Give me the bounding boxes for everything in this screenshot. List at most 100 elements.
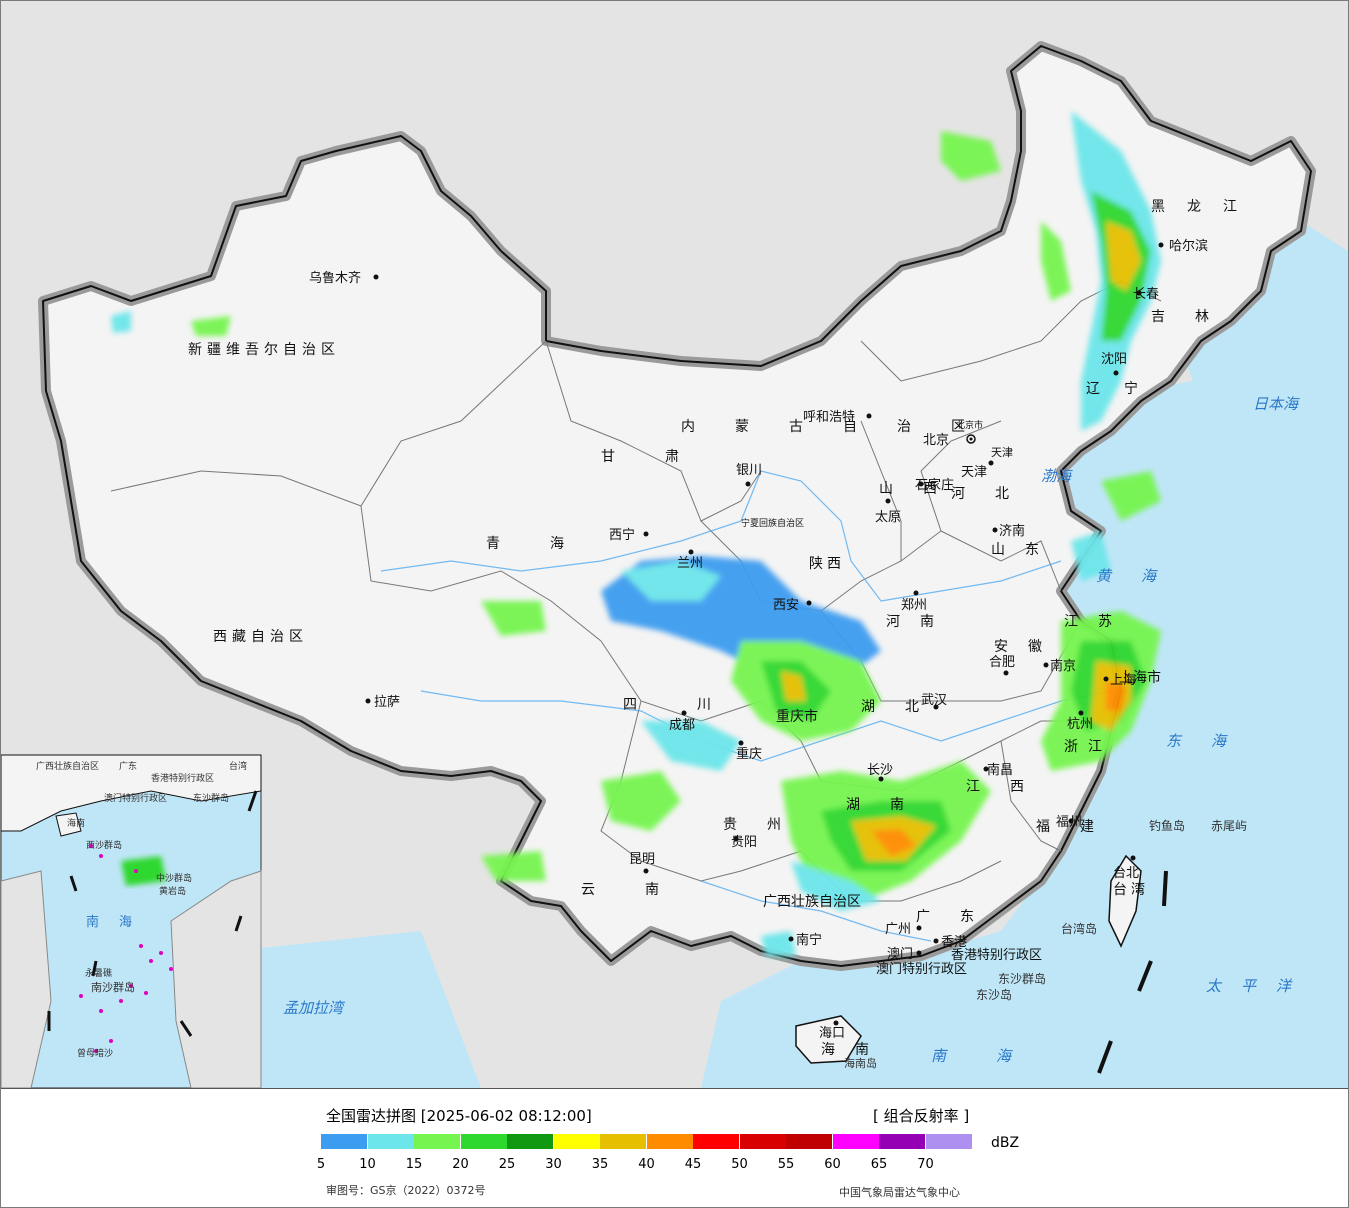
city-label: 天津: [961, 465, 987, 480]
inset-label: 东沙群岛: [193, 792, 229, 804]
scale-tick-label: 70: [917, 1157, 934, 1172]
inset-label: 中沙群岛: [156, 872, 192, 884]
color-swatch: [739, 1134, 786, 1149]
inset-label: 广西壮族自治区: [36, 760, 99, 772]
city-label: 成都: [669, 718, 695, 733]
inset-label: 南沙群岛: [91, 980, 135, 994]
city-label: 武汉: [921, 693, 947, 708]
city-label: 福州: [1056, 815, 1082, 830]
source-credit: 中国气象局雷达气象中心: [839, 1186, 960, 1199]
sea-label: 东海: [1166, 732, 1256, 750]
region-label: 宁夏回族自治区: [741, 517, 804, 529]
island-label: 东沙群岛: [998, 971, 1046, 986]
pacific-sea-area: [701, 361, 1348, 1088]
region-label: 江西: [966, 779, 1054, 795]
region-label: 吉林: [1151, 309, 1239, 325]
sea-label: 黄海: [1096, 567, 1186, 585]
island-label: 海南岛: [844, 1056, 877, 1070]
city-label: 长春: [1133, 287, 1159, 302]
color-swatch: [553, 1134, 600, 1149]
scale-tick-label: 50: [731, 1157, 748, 1172]
region-label: 江苏: [1064, 614, 1132, 630]
city-label: 兰州: [677, 556, 703, 571]
scale-tick-label: 45: [684, 1157, 702, 1172]
approval-number: 审图号：GS京（2022）0372号: [326, 1184, 486, 1197]
legend-unit: dBZ: [991, 1135, 1020, 1151]
color-swatch: [600, 1134, 646, 1149]
color-swatch: [693, 1134, 739, 1149]
city-label: 西安: [773, 598, 799, 613]
city-label: 北京: [923, 433, 949, 448]
region-label: 新疆维吾尔自治区: [188, 342, 340, 358]
region-label: 云南: [581, 882, 709, 898]
city-label: 南宁: [796, 932, 822, 948]
region-label: 澳门特别行政区: [876, 961, 967, 977]
scale-tick-label: 15: [405, 1157, 423, 1172]
legend-product: [ 组合反射率 ]: [873, 1107, 970, 1125]
province-boundaries: [110, 280, 1162, 902]
city-label: 澳门: [887, 946, 913, 962]
region-label: 广东: [916, 909, 1004, 925]
city-label: 海口: [819, 1026, 845, 1041]
region-label: 台湾: [1113, 881, 1149, 898]
region-label: 福建: [1036, 819, 1124, 835]
rivers: [380, 470, 1112, 942]
inset-label: 永暑礁: [85, 967, 112, 979]
region-label: 黑龙江: [1151, 199, 1259, 215]
color-swatch: [367, 1134, 414, 1149]
city-label: 广州: [885, 922, 911, 937]
city-label: 昆明: [629, 852, 655, 867]
city-label: 乌鲁木齐: [309, 270, 361, 286]
city-label: 呼和浩特: [803, 410, 855, 425]
region-label: 辽宁: [1086, 380, 1162, 397]
inset-label: 西沙群岛: [86, 839, 122, 851]
map-labels: 新疆维吾尔自治区 西藏自治区 青海 甘肃 内蒙古自治区 黑龙江 吉林 辽宁 河北…: [36, 199, 1311, 1070]
region-label: 甘肃: [601, 449, 729, 465]
scale-tick-label: 25: [498, 1157, 516, 1172]
scale-tick-label: 20: [452, 1157, 469, 1172]
region-label: 香港特别行政区: [951, 948, 1042, 963]
city-label: 沈阳: [1101, 352, 1127, 367]
region-label: 浙江: [1064, 739, 1112, 755]
region-label: 内蒙古自治区: [681, 419, 1005, 435]
region-label: 安徽: [994, 639, 1062, 655]
sea-label: 日本海: [1253, 395, 1300, 413]
scale-tick-label: 55: [777, 1157, 795, 1172]
radar-echoes: [111, 111, 1161, 956]
inset-label: 曾母暗沙: [77, 1047, 113, 1059]
scale-tick-label: 40: [638, 1157, 655, 1172]
scale-tick-label: 5: [316, 1157, 326, 1172]
city-label: 杭州: [1067, 717, 1093, 732]
color-swatch: [879, 1134, 925, 1149]
region-label: 天津: [991, 446, 1013, 459]
region-label: 山东: [991, 542, 1059, 558]
sea-label: 孟加拉湾: [283, 999, 346, 1017]
region-label: 贵州: [723, 817, 811, 833]
inset-label: 南海: [86, 914, 152, 930]
inset-label: 台湾: [229, 760, 247, 772]
city-label: 银川: [736, 463, 762, 478]
color-swatch: [460, 1134, 507, 1149]
taiwan-island: [1108, 854, 1142, 948]
island-label: 赤尾屿: [1211, 819, 1247, 833]
region-label: 西藏自治区: [213, 629, 308, 645]
city-label: 石家庄: [915, 477, 954, 493]
south-china-sea-inset: [1, 754, 262, 1088]
color-swatch: [832, 1134, 879, 1149]
region-label: 上海市: [1119, 669, 1161, 686]
city-label: 济南: [999, 523, 1025, 539]
city-label: 长沙: [867, 763, 893, 778]
region-label: 广西壮族自治区: [763, 894, 861, 910]
region-label: 四川: [623, 697, 771, 713]
sea-label: 太平洋: [1206, 977, 1311, 995]
city-label: 西宁: [609, 527, 635, 543]
nine-dash-line: [1097, 870, 1168, 1074]
city-label: 郑州: [901, 598, 927, 613]
city-label: 台北: [1113, 866, 1139, 881]
region-label: 北京市: [956, 419, 983, 431]
city-label: 拉萨: [374, 695, 400, 710]
region-label: 河南: [886, 614, 954, 630]
sea-label: 南海: [931, 1047, 1061, 1065]
color-swatch: [321, 1134, 367, 1149]
legend-panel: 全国雷达拼图 [2025-06-02 08:12:00] [ 组合反射率 ] d…: [1, 1088, 1348, 1207]
